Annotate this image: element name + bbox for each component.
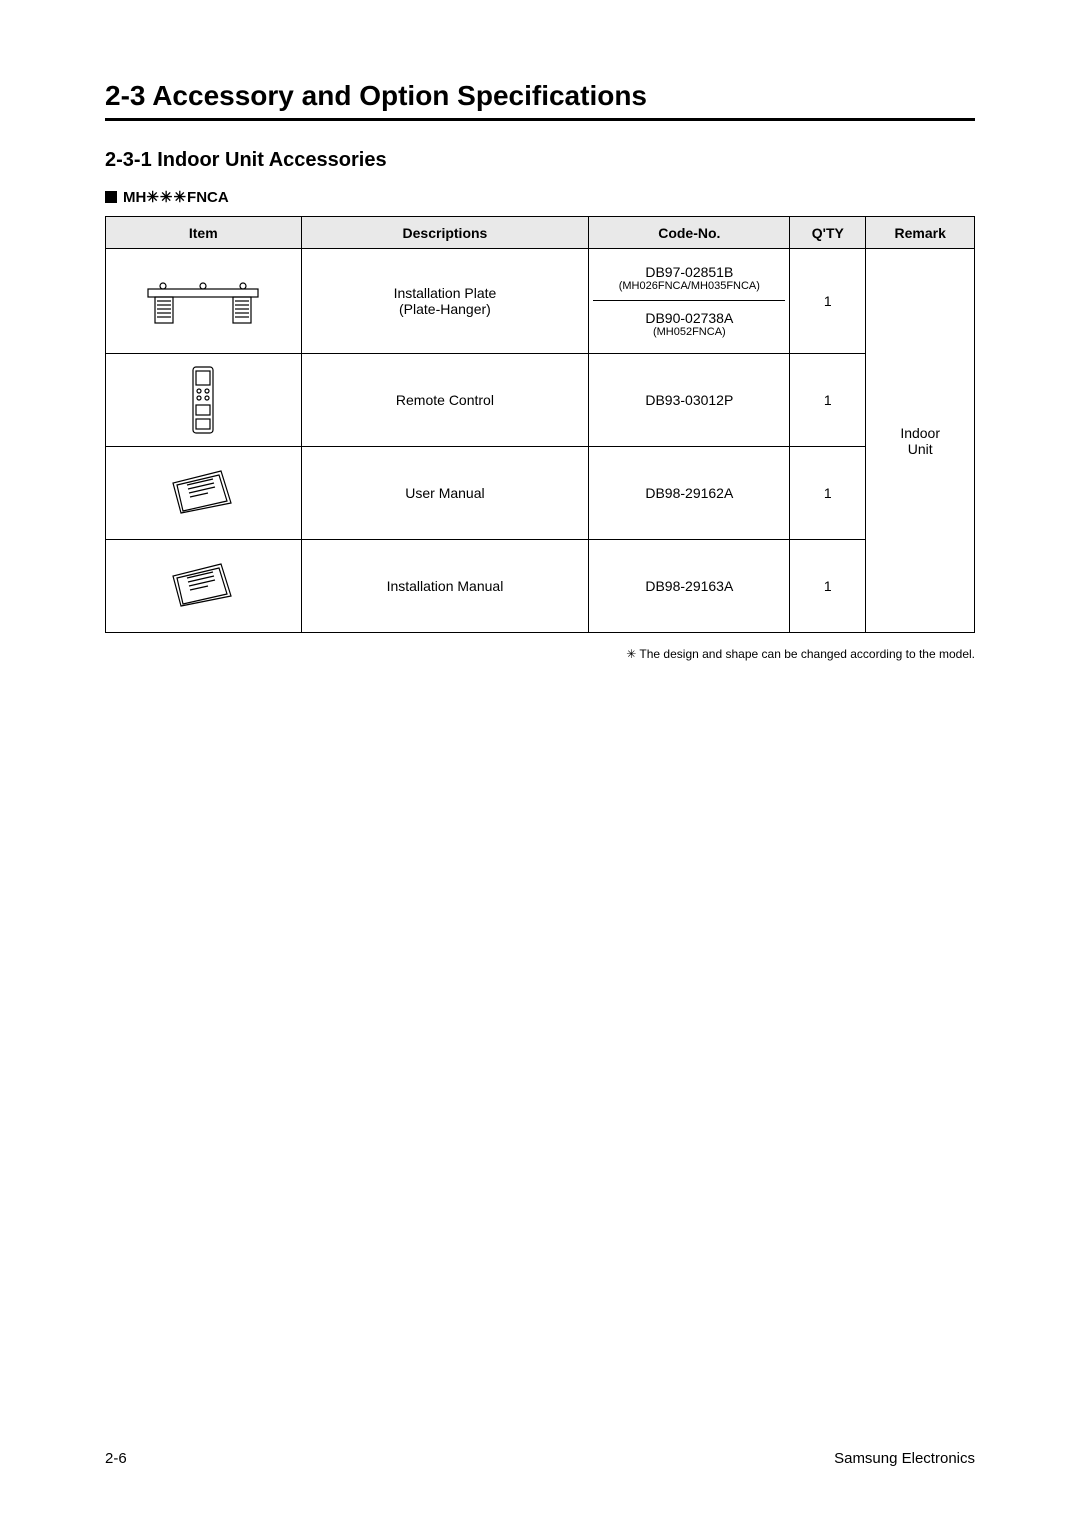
section-title: 2-3 Accessory and Option Specifications <box>105 80 975 121</box>
code-top-sub: (MH026FNCA/MH035FNCA) <box>619 280 760 292</box>
desc-cell: Installation Plate (Plate-Hanger) <box>301 249 589 354</box>
item-illustration <box>106 540 302 633</box>
code-bot-sub: (MH052FNCA) <box>653 326 726 338</box>
desc-line2: (Plate-Hanger) <box>306 301 585 317</box>
table-row: User Manual DB98-29162A 1 <box>106 447 975 540</box>
desc-cell: Remote Control <box>301 354 589 447</box>
page: 2-3 Accessory and Option Specifications … <box>0 0 1080 1527</box>
code-cell: DB93-03012P <box>589 354 790 447</box>
table-row: Installation Manual DB98-29163A 1 <box>106 540 975 633</box>
item-illustration <box>106 354 302 447</box>
code-cell: DB98-29163A <box>589 540 790 633</box>
remark-line1: Indoor <box>870 425 970 441</box>
col-item: Item <box>106 217 302 249</box>
code-bot: DB90-02738A <box>645 310 733 326</box>
qty-cell: 1 <box>790 447 866 540</box>
model-suffix: FNCA <box>187 189 229 206</box>
code-cell-split: DB97-02851B (MH026FNCA/MH035FNCA) DB90-0… <box>589 249 790 354</box>
page-footer: 2-6 Samsung Electronics <box>105 1450 975 1467</box>
desc-line1: Installation Plate <box>306 285 585 301</box>
item-illustration <box>106 447 302 540</box>
code-cell: DB98-29162A <box>589 447 790 540</box>
qty-cell: 1 <box>790 354 866 447</box>
remote-control-icon <box>110 360 297 440</box>
plate-hanger-icon <box>110 261 297 341</box>
company-name: Samsung Electronics <box>834 1450 975 1467</box>
installation-manual-icon <box>110 546 297 626</box>
model-asterisks: ✳✳✳ <box>146 189 187 206</box>
user-manual-icon <box>110 453 297 533</box>
subsection-title: 2-3-1 Indoor Unit Accessories <box>105 149 975 172</box>
col-remark: Remark <box>866 217 975 249</box>
col-code: Code-No. <box>589 217 790 249</box>
remark-cell: Indoor Unit <box>866 249 975 633</box>
model-line: MH✳✳✳FNCA <box>105 188 975 206</box>
accessories-table: Item Descriptions Code-No. Q'TY Remark <box>105 216 975 633</box>
page-number: 2-6 <box>105 1450 127 1467</box>
code-top: DB97-02851B <box>645 264 733 280</box>
table-row: Remote Control DB93-03012P 1 <box>106 354 975 447</box>
remark-line2: Unit <box>870 441 970 457</box>
model-prefix: MH <box>123 189 146 206</box>
desc-cell: User Manual <box>301 447 589 540</box>
col-qty: Q'TY <box>790 217 866 249</box>
qty-cell: 1 <box>790 249 866 354</box>
table-row: Installation Plate (Plate-Hanger) DB97-0… <box>106 249 975 354</box>
item-illustration <box>106 249 302 354</box>
col-desc: Descriptions <box>301 217 589 249</box>
footnote: ✳ The design and shape can be changed ac… <box>105 647 975 661</box>
square-bullet-icon <box>105 191 117 203</box>
table-header-row: Item Descriptions Code-No. Q'TY Remark <box>106 217 975 249</box>
desc-cell: Installation Manual <box>301 540 589 633</box>
qty-cell: 1 <box>790 540 866 633</box>
